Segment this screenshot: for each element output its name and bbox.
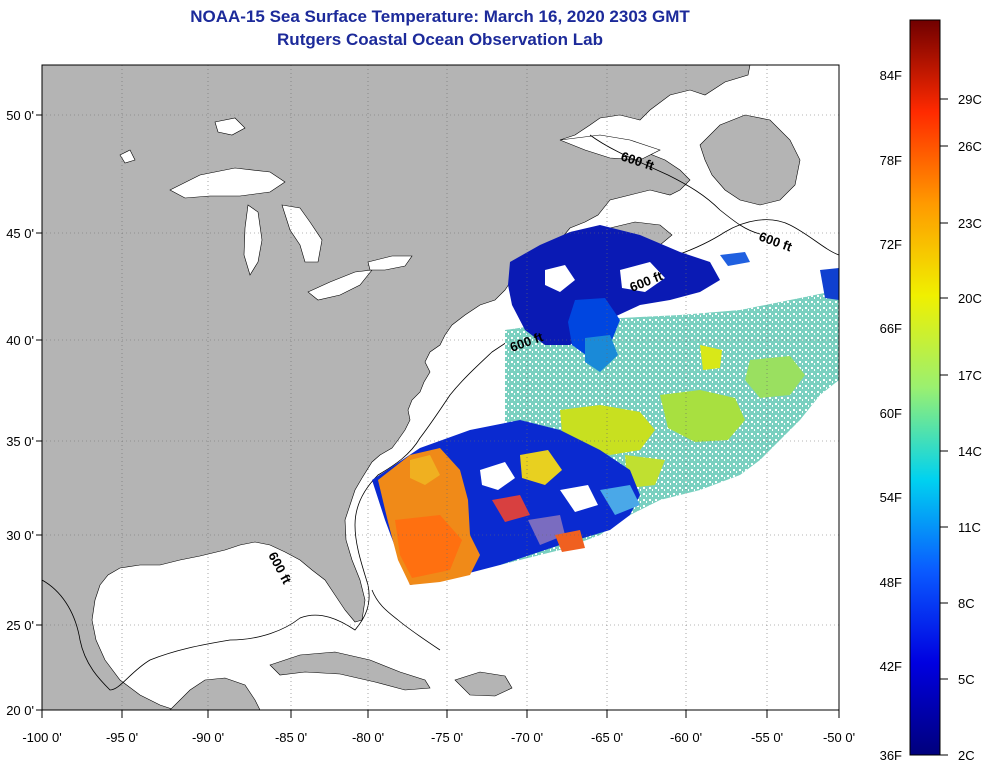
colorbar-c-label: 5C <box>958 672 975 687</box>
lat-label: 45 0' <box>6 226 34 241</box>
map-frame <box>41 64 840 711</box>
lon-label: -80 0' <box>352 730 384 745</box>
sst-swath <box>372 225 839 585</box>
latitude-axis: 50 0' 45 0' 40 0' 35 0' 30 0' 25 0' 20 0' <box>6 108 42 718</box>
colorbar-c-label: 29C <box>958 92 982 107</box>
colorbar-c-label: 2C <box>958 748 975 763</box>
lat-label: 40 0' <box>6 333 34 348</box>
colorbar-f-label: 60F <box>880 406 902 421</box>
lon-label: -65 0' <box>591 730 623 745</box>
colorbar-f-label: 66F <box>880 321 902 336</box>
colorbar-c-label: 26C <box>958 139 982 154</box>
lat-label: 50 0' <box>6 108 34 123</box>
colorbar-f-label: 84F <box>880 68 902 83</box>
colorbar-fahrenheit-labels: 84F 78F 72F 66F 60F 54F 48F 42F 36F <box>880 68 902 763</box>
colorbar-c-label: 20C <box>958 291 982 306</box>
map-subtitle: Rutgers Coastal Ocean Observation Lab <box>277 30 603 49</box>
colorbar-c-label: 17C <box>958 368 982 383</box>
grid-lines <box>42 65 839 710</box>
colorbar-c-label: 11C <box>958 520 981 535</box>
lon-label: -70 0' <box>511 730 543 745</box>
cuba-land <box>269 651 431 691</box>
colorbar-f-label: 78F <box>880 153 902 168</box>
lon-label: -85 0' <box>275 730 307 745</box>
yucatan-land <box>169 677 261 710</box>
lat-label: 20 0' <box>6 703 34 718</box>
colorbar-f-label: 54F <box>880 490 902 505</box>
colorbar-f-label: 72F <box>880 237 902 252</box>
longitude-axis: -100 0' -95 0' -90 0' -85 0' -80 0' -75 0' -70… <box>22 710 855 745</box>
lon-label: -60 0' <box>670 730 702 745</box>
colorbar-f-label: 36F <box>880 748 902 763</box>
colorbar-c-label: 14C <box>958 444 982 459</box>
lat-label: 30 0' <box>6 528 34 543</box>
lon-label: -55 0' <box>751 730 783 745</box>
map-title: NOAA-15 Sea Surface Temperature: March 1… <box>190 7 690 26</box>
temperature-colorbar <box>909 19 941 756</box>
lon-label: -50 0' <box>823 730 855 745</box>
lon-label: -90 0' <box>192 730 224 745</box>
colorbar-c-label: 23C <box>958 216 982 231</box>
lon-label: -100 0' <box>22 730 61 745</box>
lat-label: 35 0' <box>6 434 34 449</box>
colorbar-c-label: 8C <box>958 596 975 611</box>
newfoundland-land <box>699 114 801 206</box>
lon-label: -75 0' <box>431 730 463 745</box>
colorbar-celsius-labels: 29C 26C 23C 20C 17C 14C 11C 8C 5C 2C <box>940 92 982 763</box>
colorbar-f-label: 48F <box>880 575 902 590</box>
lon-label: -95 0' <box>106 730 138 745</box>
hispaniola-land <box>454 671 513 697</box>
lat-label: 25 0' <box>6 618 34 633</box>
colorbar-f-label: 42F <box>880 659 902 674</box>
